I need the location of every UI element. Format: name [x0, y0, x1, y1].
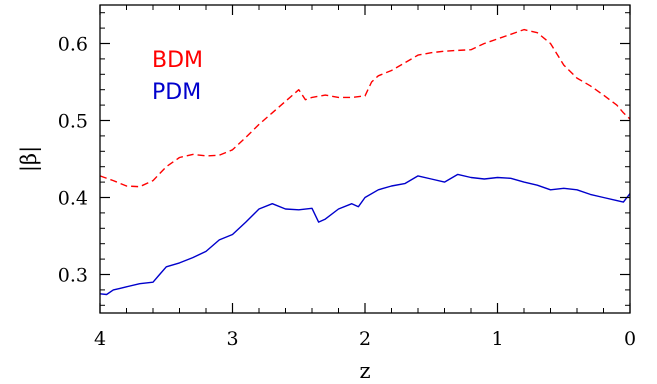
y-axis-title: |β| [17, 146, 42, 172]
legend-entry-bdm: BDM [152, 48, 203, 73]
y-tick-label: 0.6 [58, 34, 88, 56]
tick-labels-layer: 4 3 2 1 0 0.3 0.4 0.5 0.6 [58, 34, 636, 351]
x-tick-label: 4 [94, 328, 106, 350]
y-tick-label: 0.5 [58, 111, 88, 133]
series-line-pdm [99, 173, 631, 296]
x-tick-label: 1 [491, 328, 503, 350]
x-tick-label: 3 [226, 328, 238, 350]
x-axis-title: z [359, 359, 370, 383]
x-tick-label: 0 [624, 328, 636, 350]
legend: BDM PDM [152, 48, 203, 105]
y-tick-label: 0.4 [58, 188, 88, 210]
legend-entry-pdm: PDM [152, 80, 201, 105]
y-tick-label: 0.3 [58, 265, 88, 287]
ticks-layer [99, 5, 631, 313]
x-tick-label: 2 [359, 328, 371, 350]
series-layer [99, 28, 631, 296]
